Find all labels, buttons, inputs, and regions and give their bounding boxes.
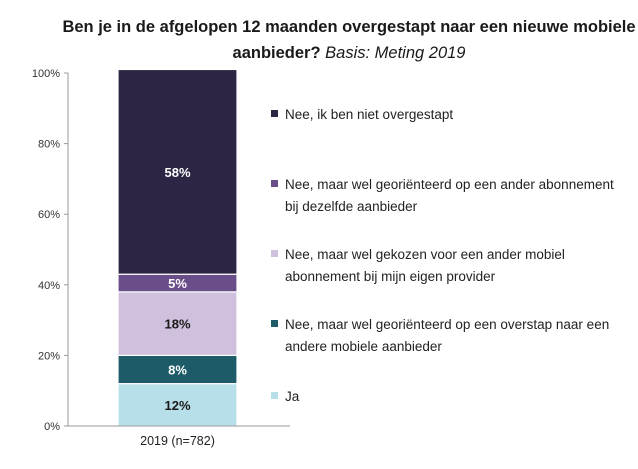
legend-swatch [271, 110, 278, 117]
y-axis: 0% 20% 40% 60% 80% 100% [32, 68, 69, 433]
legend-label: Nee, ik ben niet overgestapt [285, 107, 454, 122]
y-tick-label: 60% [38, 209, 60, 221]
bar-segment [117, 68, 238, 275]
chart-subtitle: Basis: Meting 2019 [325, 44, 466, 62]
legend-swatch [271, 180, 278, 187]
legend-swatch [271, 320, 278, 327]
y-tick-label: 80% [38, 139, 60, 151]
data-label: 5% [168, 276, 187, 291]
chart-title: Ben je in de afgelopen 12 maanden overge… [60, 14, 638, 66]
legend: Nee, ik ben niet overgestapt Nee, maar we… [271, 0, 638, 469]
bar-stack: 12% 8% 18% 5% 58% [117, 68, 238, 427]
legend-label: Nee, maar wel georiënteerd op een overst… [285, 317, 610, 354]
legend-label: Nee, maar wel georiënteerd op een ander … [285, 177, 614, 214]
x-category-label: 2019 (n=782) [140, 434, 215, 448]
y-tick-label: 20% [38, 350, 60, 362]
y-tick-label: 100% [32, 68, 60, 80]
legend-swatch [271, 392, 278, 399]
legend-swatch [271, 250, 278, 257]
legend-item: Ja [271, 386, 615, 408]
legend-item: Nee, maar wel georiënteerd op een ander … [271, 174, 615, 218]
data-label: 58% [164, 165, 190, 180]
x-axis: 2019 (n=782) [68, 425, 290, 448]
legend-item: Nee, ik ben niet overgestapt [271, 104, 615, 126]
legend-item: Nee, maar wel georiënteerd op een overst… [271, 314, 615, 358]
data-label: 12% [164, 398, 190, 413]
y-tick-label: 40% [38, 280, 60, 292]
data-label: 18% [164, 317, 190, 332]
bar-segment [117, 354, 238, 385]
legend-label: Ja [285, 389, 300, 404]
legend-item: Nee, maar wel gekozen voor een ander mob… [271, 244, 615, 288]
y-tick-label: 0% [44, 421, 60, 433]
legend-label: Nee, maar wel gekozen voor een ander mob… [285, 247, 565, 284]
data-label: 8% [168, 363, 187, 378]
chart-title-main: Ben je in de afgelopen 12 maanden overge… [62, 18, 636, 62]
